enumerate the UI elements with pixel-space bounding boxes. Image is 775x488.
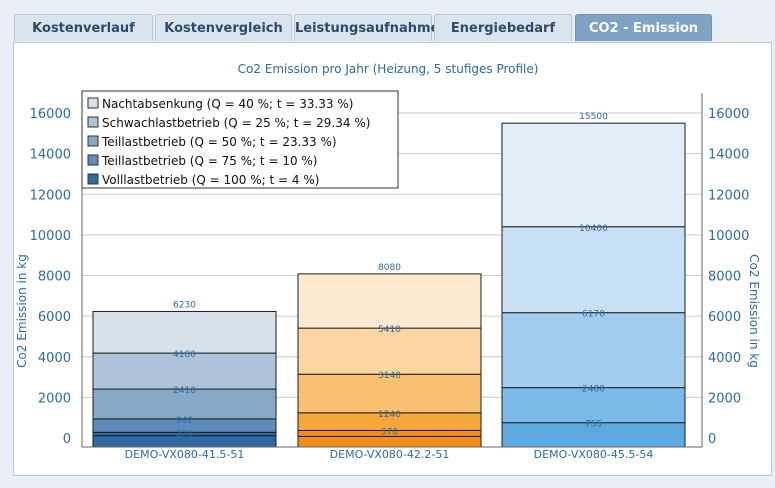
tab-bar: Kostenverlauf Kostenvergleich Leistungsa…: [0, 0, 775, 42]
y-tick-label-right: 10000: [708, 229, 749, 244]
x-tick-label: DEMO-VX080-41.5-51: [125, 448, 245, 461]
y-tick-label-left: 12000: [30, 188, 71, 203]
bar-segment: [501, 387, 686, 424]
data-label: 4180: [173, 350, 196, 360]
data-label-total: 8080: [378, 263, 401, 273]
y-tick-label-right: 2000: [708, 391, 741, 406]
data-label: 279: [176, 429, 193, 439]
co2-emission-chart: Co2 Emission pro Jahr (Heizung, 5 stufig…: [15, 62, 761, 461]
y-tick-label-right: 8000: [708, 270, 741, 285]
data-label: 2410: [173, 386, 196, 396]
y-tick-label-left: 2000: [38, 391, 71, 406]
y-tick-label-left: 14000: [30, 148, 71, 163]
legend-entry: Schwachlastbetrieb (Q = 25 %; t = 29.34 …: [102, 116, 370, 130]
y-tick-label-left: 16000: [30, 107, 71, 122]
data-label: 370: [381, 427, 398, 437]
tab-energiebedarf[interactable]: Energiebedarf: [434, 14, 572, 41]
y-tick-label-right: 6000: [708, 310, 741, 325]
y-tick-label-right: 12000: [708, 188, 749, 203]
y-tick-label-right: 0: [708, 432, 716, 447]
legend-box: [81, 90, 399, 189]
bar-segment: [92, 352, 277, 390]
y-tick-label-left: 8000: [38, 270, 71, 285]
data-label: 1240: [378, 410, 401, 420]
bar-segment: [501, 422, 686, 448]
legend-swatch: [87, 97, 99, 109]
legend-swatch: [87, 173, 99, 185]
data-label: 942: [176, 416, 193, 426]
tab-leistungsaufnahme[interactable]: Leistungsaufnahme: [294, 14, 439, 41]
data-label: 5410: [378, 325, 401, 335]
bar-segment: [501, 226, 686, 314]
data-label-total: 15500: [579, 112, 608, 122]
legend-swatch: [87, 135, 99, 147]
data-label: 3140: [378, 371, 401, 381]
bar-segment: [92, 310, 277, 354]
chart-legend: Nachtabsenkung (Q = 40 %; t = 33.33 %) Sc…: [81, 90, 399, 189]
y-axis-label-right: Co2 Emission in kg: [747, 254, 761, 368]
tab-co2-emission[interactable]: CO2 - Emission: [575, 14, 712, 41]
x-tick-label: DEMO-VX080-45.5-54: [534, 448, 654, 461]
tab-kostenverlauf[interactable]: Kostenverlauf: [14, 14, 153, 41]
bar-segment: [297, 435, 482, 448]
bar-segment: [297, 327, 482, 375]
y-tick-label-right: 16000: [708, 107, 749, 122]
data-label: 10400: [579, 224, 608, 234]
bar-segment: [92, 388, 277, 420]
legend-swatch: [87, 154, 99, 166]
data-label: 2480: [582, 385, 605, 395]
legend-entry: Teillastbetrieb (Q = 75 %; t = 10 %): [101, 154, 317, 168]
y-tick-label-left: 0: [63, 432, 71, 447]
y-tick-label-left: 10000: [30, 229, 71, 244]
legend-entry: Volllastbetrieb (Q = 100 %; t = 4 %): [102, 173, 319, 187]
legend-swatch: [87, 116, 99, 128]
chart-title: Co2 Emission pro Jahr (Heizung, 5 stufig…: [238, 62, 539, 76]
y-tick-label-right: 4000: [708, 351, 741, 366]
data-label: 6170: [582, 310, 605, 320]
tab-kostenvergleich[interactable]: Kostenvergleich: [155, 14, 292, 41]
data-label: 755: [585, 420, 602, 430]
chart-panel: Co2 Emission pro Jahr (Heizung, 5 stufig…: [13, 42, 772, 476]
bar-segment: [501, 122, 686, 228]
y-tick-label-right: 14000: [708, 148, 749, 163]
bar-segment: [297, 373, 482, 414]
legend-entry: Nachtabsenkung (Q = 40 %; t = 33.33 %): [102, 97, 353, 111]
y-tick-label-left: 4000: [38, 351, 71, 366]
bar-segment: [297, 273, 482, 329]
x-tick-label: DEMO-VX080-42.2-51: [330, 448, 450, 461]
y-axis-label-left: Co2 Emission in kg: [15, 254, 29, 368]
data-label-total: 6230: [173, 300, 196, 310]
bar-segment: [501, 312, 686, 389]
y-tick-label-left: 6000: [38, 310, 71, 325]
legend-entry: Teillastbetrieb (Q = 50 %; t = 23.33 %): [101, 135, 337, 149]
